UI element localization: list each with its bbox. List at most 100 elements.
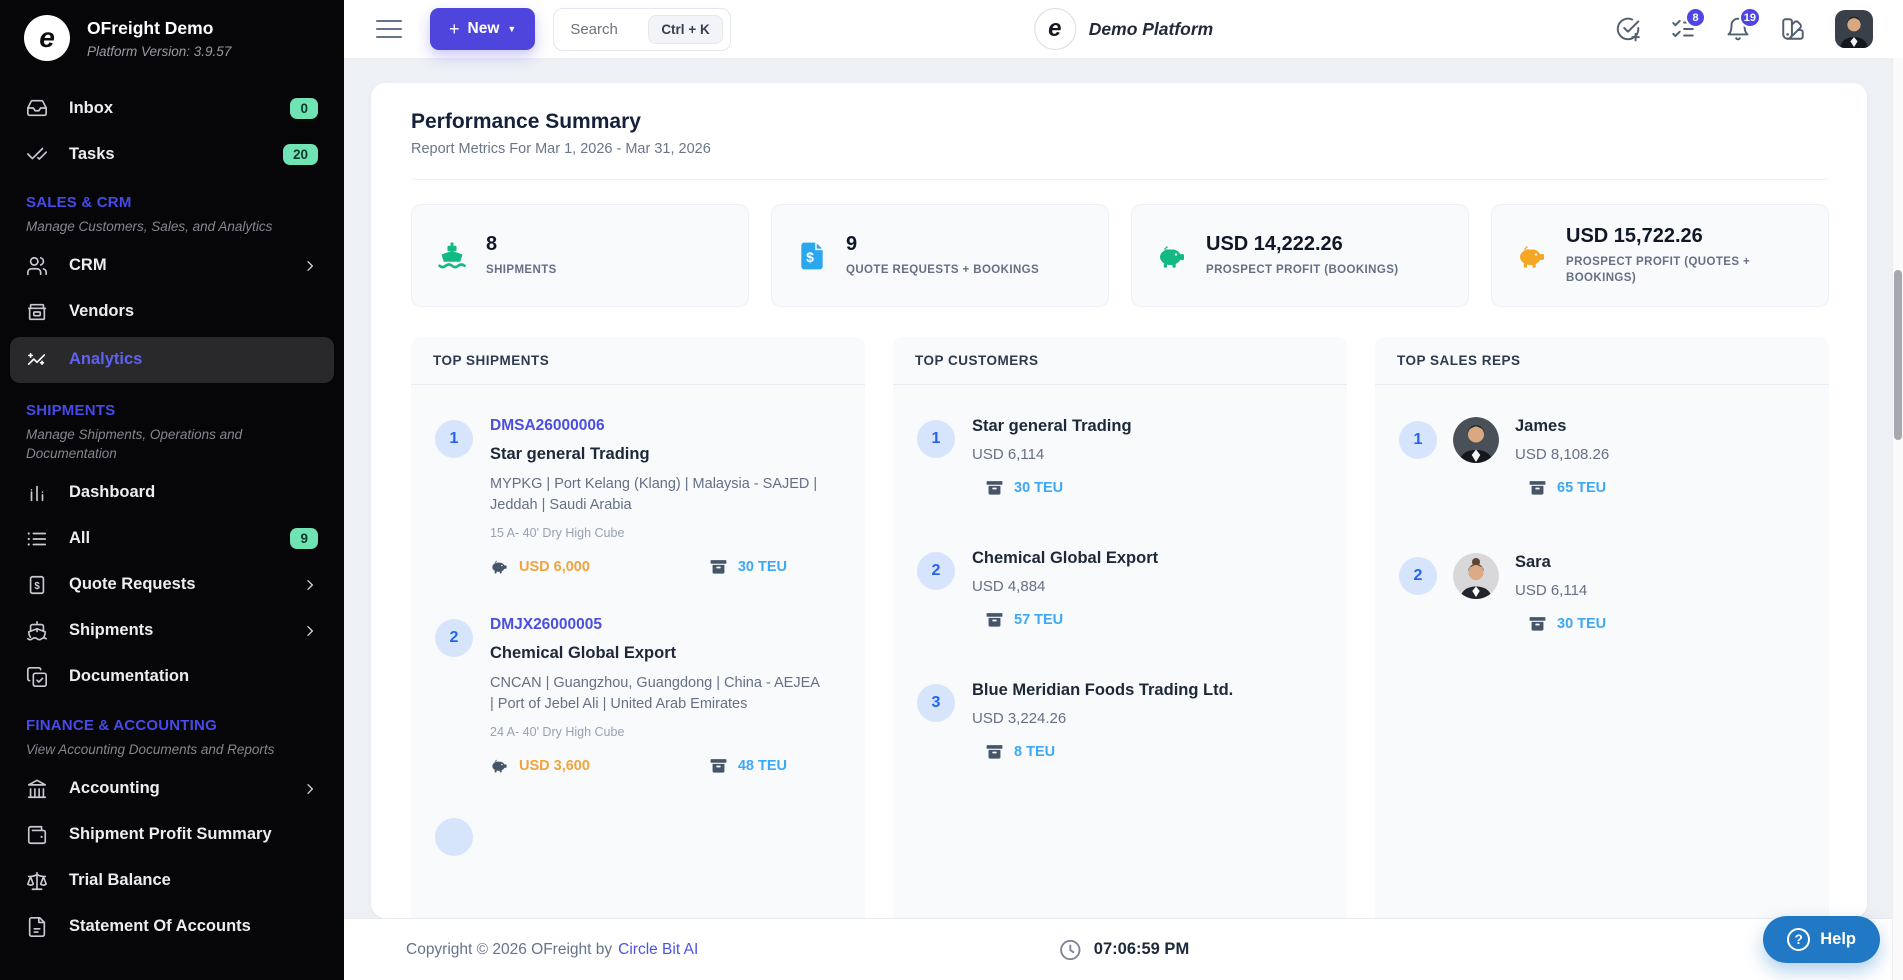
rank-badge: 2 — [435, 619, 473, 658]
stat-shipments: 8 SHIPMENTS — [411, 204, 749, 307]
scrollbar-thumb[interactable] — [1894, 270, 1902, 440]
sidebar-item-statement-of-accounts[interactable]: Statement Of Accounts — [0, 904, 344, 950]
platform-name: Demo Platform — [1088, 18, 1214, 39]
sidebar-item-accounting[interactable]: Accounting — [0, 766, 344, 812]
stat-value: 8 — [486, 232, 498, 255]
divider — [411, 179, 1829, 180]
sidebar-item-all[interactable]: All 9 — [0, 516, 344, 562]
customer-name: Star general Trading — [490, 445, 650, 463]
bank-icon — [27, 779, 47, 798]
page-scrollbar[interactable] — [1892, 58, 1903, 980]
shipment-ref-link[interactable]: DMJX26000005 — [490, 616, 603, 634]
teu-value: 30 TEU — [1014, 479, 1064, 496]
sidebar-item-trial-balance[interactable]: Trial Balance — [0, 858, 344, 904]
search-input[interactable] — [570, 20, 633, 38]
stat-prospect-profit-bookings: USD 14,222.26 PROSPECT PROFIT (BOOKINGS) — [1131, 204, 1469, 307]
top-bar: + New ▼ Ctrl + K e Demo Platform 8 — [344, 0, 1903, 58]
chevron-right-icon — [307, 260, 314, 271]
search-box[interactable]: Ctrl + K — [553, 7, 731, 51]
task-count-badge: 8 — [1685, 7, 1706, 28]
search-shortcut: Ctrl + K — [648, 14, 723, 44]
section-title: FINANCE & ACCOUNTING — [26, 716, 217, 734]
plus-icon: + — [449, 19, 460, 39]
rank-badge — [435, 818, 473, 857]
container-type: 24 A- 40' Dry High Cube — [490, 725, 625, 740]
sidebar-item-tasks[interactable]: Tasks 20 — [0, 131, 344, 177]
section-description: Manage Customers, Sales, and Analytics — [26, 219, 273, 234]
panel-body: 1 DMSA26000006 Star general Trading MYPK… — [411, 385, 865, 918]
sidebar-item-analytics[interactable]: Analytics — [10, 336, 334, 383]
invoice-dollar-icon: $ — [801, 242, 823, 269]
sidebar-item-dashboard[interactable]: Dashboard — [0, 470, 344, 516]
theme-button[interactable] — [1780, 16, 1806, 42]
rank-badge: 2 — [1399, 557, 1437, 595]
shipment-ref-link[interactable]: DMSA26000006 — [490, 417, 605, 434]
list-item: 1 Star general Trading USD 6,114 30 TEU — [917, 393, 1325, 513]
top-shipments-panel: TOP SHIPMENTS 1 DMSA26000006 Star genera… — [411, 337, 865, 918]
task-list-button[interactable]: 8 — [1670, 7, 1706, 42]
sidebar-item-label: Dashboard — [69, 483, 156, 502]
sidebar-item-label: All — [69, 529, 91, 548]
app-name: OFreight Demo — [87, 17, 214, 38]
main-area: + New ▼ Ctrl + K e Demo Platform 8 — [344, 0, 1903, 980]
svg-text:$: $ — [806, 249, 814, 265]
approve-task-button[interactable] — [1615, 16, 1641, 42]
clipboard-check-icon — [27, 666, 47, 687]
notifications-button[interactable]: 19 — [1725, 7, 1761, 42]
footer: Copyright © 2026 OFreight by Circle Bit A… — [344, 918, 1903, 980]
stat-label: PROSPECT PROFIT (BOOKINGS) — [1206, 263, 1399, 276]
sales-rep-name: James — [1515, 417, 1567, 435]
list-item: 2 DMJX26000005 Chemical Global Export CN… — [435, 592, 843, 791]
sidebar-item-shipments[interactable]: Shipments — [0, 608, 344, 654]
menu-icon[interactable] — [376, 20, 402, 38]
company-link[interactable]: Circle Bit AI — [618, 940, 699, 958]
page-title: Performance Summary — [411, 110, 641, 133]
list-item: 3 Blue Meridian Foods Trading Ltd. USD 3… — [917, 645, 1325, 777]
sales-rep-name: Sara — [1515, 553, 1551, 571]
sidebar-section-shipments: SHIPMENTS Manage Shipments, Operations a… — [0, 385, 344, 470]
chevron-right-icon — [307, 783, 314, 794]
teu-metric: 30 TEU — [1528, 614, 1606, 633]
ofreight-logo-icon: e — [24, 15, 70, 61]
container-box-icon — [986, 613, 1003, 627]
profit-value: USD 3,600 — [519, 757, 590, 774]
customer-name: Star general Trading — [972, 417, 1132, 435]
container-box-icon — [986, 745, 1003, 759]
rank-badge: 1 — [435, 420, 473, 458]
sidebar-item-label: Trial Balance — [69, 871, 171, 890]
sidebar: e OFreight Demo Platform Version: 3.9.57… — [0, 0, 344, 980]
section-title: SHIPMENTS — [26, 401, 116, 419]
page-subtitle: Report Metrics For Mar 1, 2026 - Mar 31,… — [411, 141, 711, 157]
help-button[interactable]: ? Help — [1763, 916, 1880, 963]
list-item-partial — [435, 791, 843, 872]
sidebar-item-vendors[interactable]: Vendors — [0, 289, 344, 335]
teu-metric: 57 TEU — [985, 610, 1158, 629]
panel-title: TOP SHIPMENTS — [411, 337, 865, 385]
user-avatar[interactable] — [1835, 10, 1873, 48]
route-text: CNCAN | Guangzhou, Guangdong | China - A… — [490, 675, 820, 713]
piggy-bank-icon — [1519, 244, 1545, 269]
sidebar-item-inbox[interactable]: Inbox 0 — [0, 85, 344, 131]
sidebar-item-quote-requests[interactable]: Quote Requests — [0, 562, 344, 608]
rank-badge: 1 — [1399, 421, 1437, 459]
content-area: Performance Summary Report Metrics For M… — [344, 58, 1903, 918]
rank-badge: 2 — [917, 552, 955, 590]
sales-rep-avatar — [1453, 417, 1499, 463]
new-button[interactable]: + New ▼ — [430, 8, 536, 50]
teu-value: 57 TEU — [1014, 611, 1064, 628]
container-box-icon — [1529, 481, 1546, 495]
sidebar-item-crm[interactable]: CRM — [0, 243, 344, 289]
panel-body: 1 Star general Trading USD 6,114 30 TEU — [893, 385, 1347, 918]
users-icon — [27, 256, 47, 275]
sidebar-item-documentation[interactable]: Documentation — [0, 654, 344, 700]
platform-version: Platform Version: 3.9.57 — [87, 43, 232, 59]
stat-label: SHIPMENTS — [486, 263, 557, 276]
stat-label: PROSPECT PROFIT (QUOTES + BOOKINGS) — [1566, 255, 1751, 284]
list-item: 1 James USD 8,108.26 65 TEU — [1399, 393, 1807, 513]
sidebar-item-shipment-profit-summary[interactable]: Shipment Profit Summary — [0, 812, 344, 858]
count-badge: 20 — [282, 143, 318, 165]
stat-prospect-profit-quotes: USD 15,722.26 PROSPECT PROFIT (QUOTES + … — [1491, 204, 1829, 307]
wallet-icon — [27, 825, 47, 844]
teu-value: 65 TEU — [1557, 479, 1607, 496]
